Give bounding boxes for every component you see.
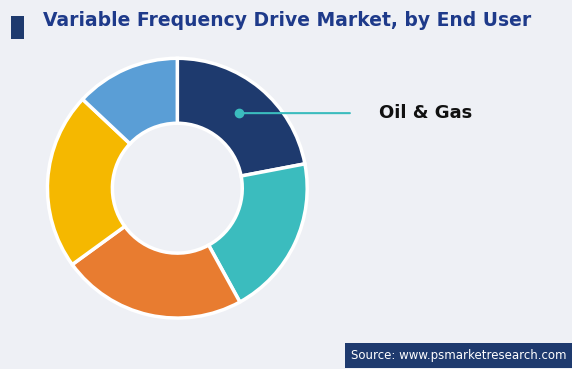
Wedge shape xyxy=(177,58,305,176)
Wedge shape xyxy=(47,99,130,265)
Wedge shape xyxy=(82,58,177,144)
Text: Oil & Gas: Oil & Gas xyxy=(379,104,472,122)
Wedge shape xyxy=(72,226,240,318)
Text: Source: www.psmarketresearch.com: Source: www.psmarketresearch.com xyxy=(351,349,566,362)
Wedge shape xyxy=(209,164,307,302)
Text: Variable Frequency Drive Market, by End User: Variable Frequency Drive Market, by End … xyxy=(43,11,531,30)
